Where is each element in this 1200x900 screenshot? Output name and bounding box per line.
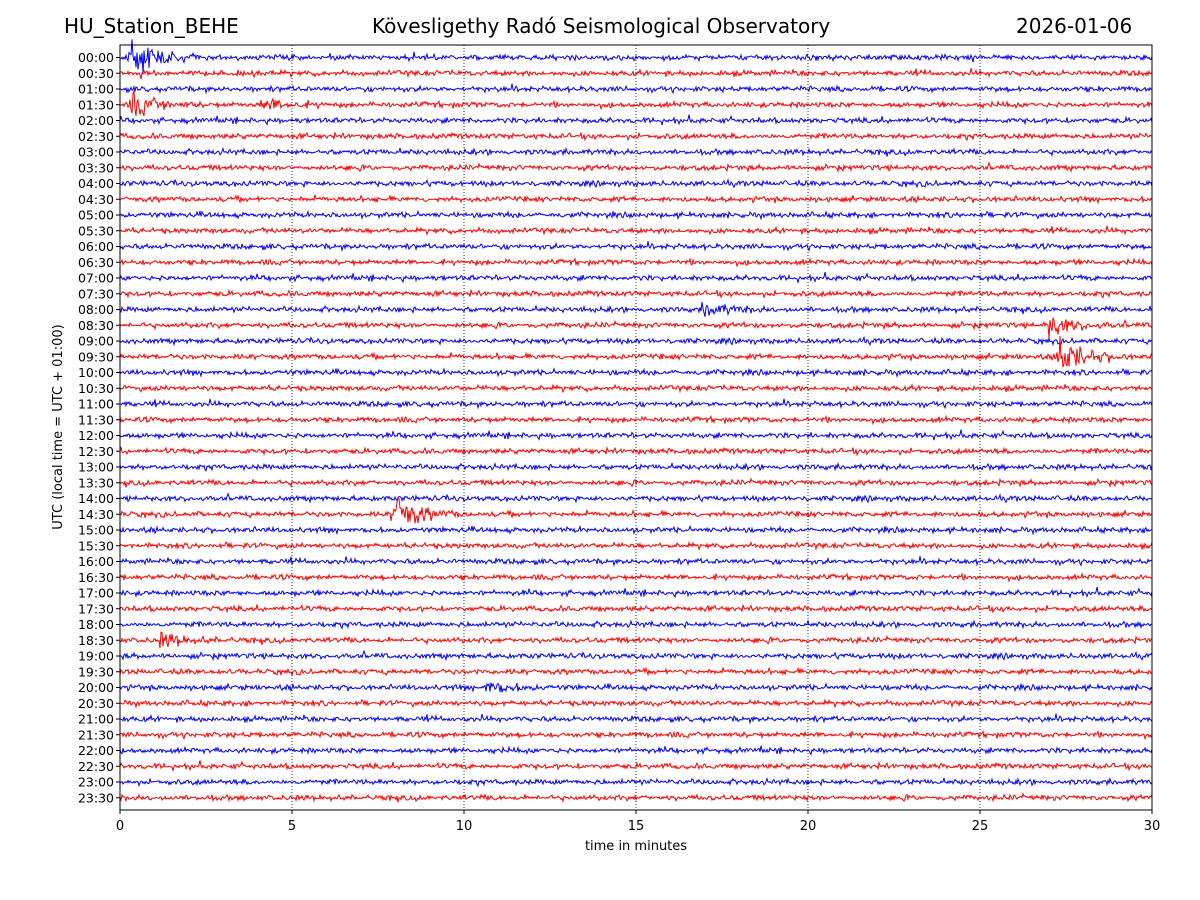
- y-tick-label: 10:30: [78, 381, 114, 396]
- y-tick-label: 23:00: [78, 775, 114, 790]
- trace-1330: [119, 477, 1153, 489]
- x-tick-label: 15: [628, 819, 645, 834]
- trace-0230: [119, 131, 1153, 142]
- trace-2130: [119, 729, 1153, 741]
- trace-0130: [119, 90, 1153, 116]
- y-tick-label: 05:30: [78, 223, 114, 238]
- y-tick-label: 15:30: [78, 538, 114, 553]
- trace-0730: [120, 288, 1153, 299]
- y-tick-label: 07:00: [78, 271, 114, 286]
- station-name: HU_Station_BEHE: [64, 14, 239, 38]
- y-tick-label: 13:30: [78, 475, 114, 490]
- y-tick-label: 07:30: [78, 286, 114, 301]
- y-tick-label: 06:30: [78, 255, 114, 270]
- trace-0530: [119, 225, 1153, 236]
- y-axis-label: UTC (local time = UTC + 01:00): [51, 324, 66, 529]
- trace-2300: [119, 776, 1153, 788]
- y-tick-label: 20:00: [78, 680, 114, 695]
- y-tick-label: 21:30: [78, 727, 114, 742]
- y-tick-label: 04:30: [78, 192, 114, 207]
- y-tick-label: 16:00: [78, 554, 114, 569]
- trace-0600: [119, 241, 1153, 253]
- y-tick-label: 17:30: [78, 601, 114, 616]
- x-tick-label: 30: [1144, 819, 1161, 834]
- y-tick-label: 08:00: [78, 302, 114, 317]
- trace-1530: [119, 540, 1153, 551]
- y-tick-label: 01:30: [78, 97, 114, 112]
- trace-1100: [119, 398, 1153, 410]
- trace-1300: [119, 461, 1153, 472]
- y-tick-label: 22:00: [78, 743, 114, 758]
- y-tick-label: 02:00: [78, 113, 114, 128]
- trace-1500: [119, 524, 1153, 536]
- y-tick-label: 16:30: [78, 570, 114, 585]
- x-tick-label: 0: [116, 819, 124, 834]
- y-tick-label: 14:00: [78, 491, 114, 506]
- y-tick-label: 22:30: [78, 759, 114, 774]
- trace-0830: [119, 317, 1153, 339]
- trace-0300: [119, 146, 1153, 158]
- y-tick-label: 08:30: [78, 318, 114, 333]
- record-date: 2026-01-06: [1016, 14, 1133, 38]
- y-tick-label: 00:30: [78, 66, 114, 81]
- observatory-title: Kövesligethy Radó Seismological Observat…: [372, 14, 831, 38]
- y-tick-label: 17:00: [78, 586, 114, 601]
- trace-1900: [119, 649, 1153, 662]
- y-tick-label: 06:00: [78, 239, 114, 254]
- y-tick-label: 13:00: [78, 460, 114, 475]
- y-tick-label: 18:00: [78, 617, 114, 632]
- y-tick-label: 09:00: [78, 334, 114, 349]
- y-tick-label: 12:30: [78, 444, 114, 459]
- y-tick-label: 03:00: [78, 145, 114, 160]
- trace-2100: [119, 713, 1153, 725]
- x-tick-label: 25: [972, 819, 989, 834]
- x-tick-label: 20: [800, 819, 817, 834]
- trace-1830: [119, 631, 1153, 649]
- y-tick-label: 10:00: [78, 365, 114, 380]
- trace-1230: [119, 446, 1153, 457]
- trace-1730: [119, 603, 1153, 614]
- trace-1600: [119, 556, 1153, 568]
- trace-0100: [119, 83, 1153, 95]
- trace-0330: [119, 161, 1153, 174]
- trace-0500: [120, 209, 1153, 221]
- y-tick-label: 21:00: [78, 712, 114, 727]
- x-tick-group: 0 5 10 15 20 25 30: [116, 810, 1160, 834]
- y-tick-label: 00:00: [78, 50, 114, 65]
- y-tick-label: 19:00: [78, 649, 114, 664]
- x-tick-label: 5: [288, 819, 296, 834]
- y-tick-label: 23:30: [78, 790, 114, 805]
- y-tick-label: 01:00: [78, 82, 114, 97]
- trace-2000: [119, 682, 1153, 693]
- y-tick-label: 18:30: [78, 633, 114, 648]
- y-tick-label: 20:30: [78, 696, 114, 711]
- y-tick-label: 02:30: [78, 129, 114, 144]
- grid-group: [291, 45, 981, 810]
- x-axis-label: time in minutes: [585, 839, 687, 854]
- trace-1930: [119, 666, 1153, 677]
- y-tick-group: 00:0000:3001:0001:3002:0002:3003:0003:30…: [78, 50, 120, 805]
- trace-0900: [119, 335, 1153, 347]
- y-tick-label: 09:30: [78, 349, 114, 364]
- y-tick-label: 05:00: [78, 208, 114, 223]
- y-tick-label: 19:30: [78, 664, 114, 679]
- trace-0430: [120, 194, 1153, 205]
- y-tick-label: 11:00: [78, 397, 114, 412]
- y-tick-label: 03:30: [78, 160, 114, 175]
- y-tick-label: 11:30: [78, 412, 114, 427]
- y-tick-label: 15:00: [78, 523, 114, 538]
- y-tick-label: 12:00: [78, 428, 114, 443]
- y-tick-label: 04:00: [78, 176, 114, 191]
- y-tick-label: 14:30: [78, 507, 114, 522]
- x-tick-label: 10: [456, 819, 473, 834]
- trace-1400: [119, 492, 1153, 504]
